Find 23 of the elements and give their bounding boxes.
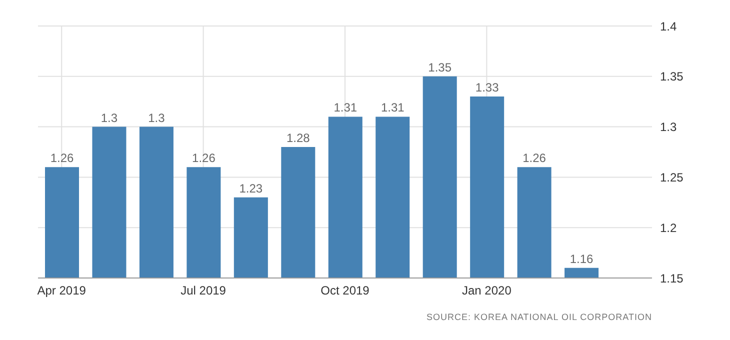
data-label: 1.26	[522, 151, 546, 166]
data-label: 1.26	[50, 151, 74, 166]
y-tick-label: 1.3	[660, 120, 678, 134]
x-tick-label: Jul 2019	[180, 284, 226, 298]
y-tick-label: 1.35	[660, 70, 684, 84]
data-label: 1.23	[239, 181, 263, 196]
data-label: 1.16	[570, 252, 594, 266]
data-label: 1.28	[286, 130, 310, 145]
y-tick-label: 1.15	[660, 271, 684, 286]
data-label: 1.35	[428, 60, 452, 74]
y-tick-label: 1.4	[660, 19, 678, 34]
y-tick-label: 1.2	[660, 220, 678, 235]
x-tick-label: Oct 2019	[320, 284, 370, 298]
data-label: 1.3	[148, 110, 166, 125]
source-note: SOURCE: KOREA NATIONAL OIL CORPORATION	[425, 312, 652, 322]
y-tick-label: 1.25	[660, 170, 684, 184]
data-label: 1.26	[192, 151, 216, 166]
x-tick-label: Apr 2019	[37, 284, 86, 298]
data-label: 1.33	[475, 80, 500, 95]
data-label: 1.31	[380, 100, 405, 115]
data-label: 1.31	[334, 100, 358, 115]
data-label: 1.3	[100, 110, 118, 125]
x-tick-label: Jan 2020	[462, 284, 512, 298]
